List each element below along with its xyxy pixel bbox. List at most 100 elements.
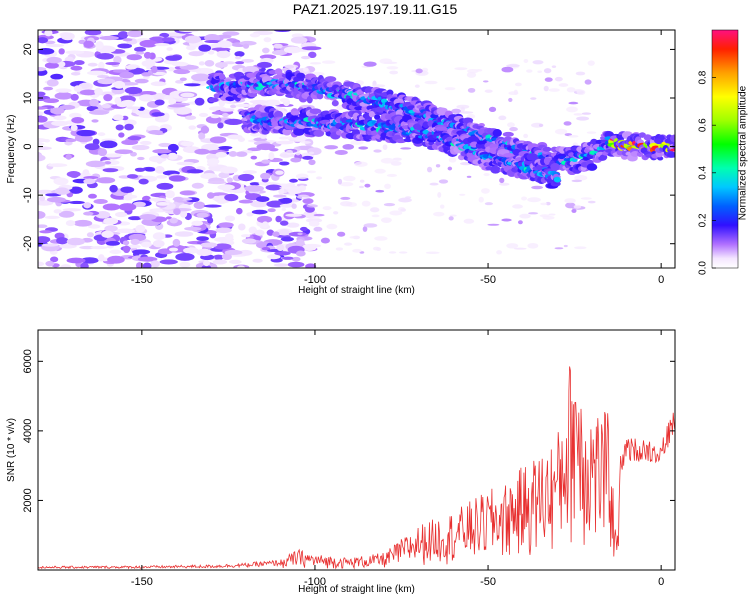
spectrogram-blob bbox=[121, 139, 139, 146]
spectrogram-blob bbox=[126, 54, 143, 61]
spectrogram-blob bbox=[128, 216, 143, 221]
spectrogram-blob bbox=[342, 143, 355, 150]
spectrogram-blob bbox=[135, 224, 146, 233]
spectrogram-blob bbox=[109, 249, 122, 255]
spectrogram-blob bbox=[400, 147, 412, 150]
spectrogram-blob bbox=[165, 190, 175, 199]
ridge-halo bbox=[657, 156, 664, 161]
spectrogram-blob bbox=[46, 56, 62, 64]
spectrogram-blob bbox=[281, 207, 287, 211]
spectrogram-blob bbox=[160, 153, 170, 159]
spectrogram-blob bbox=[586, 131, 597, 134]
spectrogram-blob bbox=[44, 30, 53, 37]
spectrogram-blob bbox=[374, 236, 388, 241]
ridge-halo bbox=[670, 134, 675, 143]
spectrogram-blob bbox=[523, 133, 529, 139]
spectrogram-blob bbox=[126, 174, 139, 179]
colorbar-tick-label: 0.0 bbox=[698, 261, 709, 275]
snr-panel: -150 -100 -50 0 2000 4000 6000 Height of stra… bbox=[6, 329, 676, 595]
spectrogram-blob bbox=[151, 112, 165, 117]
spectrogram-blob bbox=[498, 182, 510, 186]
spectrogram-blob bbox=[38, 153, 43, 161]
spectrogram-blob bbox=[527, 197, 541, 203]
spectrogram-blob bbox=[83, 211, 94, 216]
spectrogram-blob bbox=[487, 223, 500, 226]
spectrogram-blob bbox=[45, 260, 55, 267]
spectrogram-blob bbox=[278, 188, 289, 194]
spectrogram-blob bbox=[297, 232, 303, 236]
spectrogram-blob bbox=[95, 41, 104, 50]
spectrogram-blob bbox=[210, 114, 220, 119]
spectrogram-blob bbox=[107, 255, 125, 264]
spectrogram-blob bbox=[308, 51, 317, 59]
spectrogram-blob bbox=[237, 265, 245, 268]
spectrogram-blob bbox=[574, 175, 588, 181]
spectrogram-blob bbox=[259, 133, 267, 139]
spectrogram-blob bbox=[548, 88, 560, 92]
spectrogram-blob bbox=[242, 170, 257, 174]
spectrogram-blob bbox=[266, 229, 275, 236]
spectrogram-blob bbox=[38, 138, 48, 143]
spectrogram-blob bbox=[112, 114, 124, 121]
spectrogram-blob bbox=[566, 106, 578, 113]
spectrogram-blob bbox=[122, 99, 135, 107]
spectrogram-blob bbox=[104, 161, 112, 165]
spectrogram-blob bbox=[103, 217, 119, 225]
spectrogram-blob bbox=[400, 208, 407, 212]
spectrogram-blob bbox=[66, 171, 81, 178]
spectrogram-blob bbox=[300, 140, 311, 144]
spectrogram-blob bbox=[530, 97, 537, 100]
spectrogram-blob bbox=[238, 199, 253, 204]
spectrogram-blob bbox=[379, 58, 393, 65]
spectrogram-blob bbox=[308, 220, 320, 227]
spectrogram-blob bbox=[138, 178, 149, 185]
spectrogram-blob bbox=[153, 71, 167, 76]
spectrogram-blob bbox=[238, 223, 246, 231]
spectrogram-blob bbox=[241, 59, 254, 63]
ridge-halo bbox=[260, 112, 271, 118]
spectrogram-blob bbox=[254, 229, 265, 236]
spectrogram-blob bbox=[215, 62, 228, 68]
spectrogram-blob bbox=[122, 245, 131, 254]
ridge-halo bbox=[542, 146, 552, 152]
spectrogram-blob bbox=[354, 161, 368, 167]
spectrogram-blob bbox=[142, 262, 152, 268]
snr-series-line bbox=[38, 366, 675, 570]
spectrogram-blob bbox=[114, 211, 128, 218]
spectrogram-blob bbox=[113, 55, 122, 64]
spectrogram-blob bbox=[398, 197, 412, 203]
spectrogram-blob bbox=[97, 78, 116, 85]
spectrogram-blob bbox=[215, 227, 232, 234]
spectrogram-blob bbox=[246, 212, 254, 217]
spectrogram-blob bbox=[204, 40, 222, 44]
spectrogram-blob bbox=[527, 242, 539, 249]
spectrogram-blob bbox=[116, 228, 136, 234]
spectrogram-blob bbox=[41, 243, 59, 247]
spectrogram-blob bbox=[364, 183, 371, 188]
spectrogram-blob bbox=[85, 160, 106, 168]
spectrogram-blob bbox=[213, 243, 232, 250]
ridge-core bbox=[553, 176, 561, 183]
y-tick-label: 0 bbox=[22, 144, 34, 150]
spectrogram-blob bbox=[289, 178, 298, 183]
spectrogram-blob bbox=[308, 151, 315, 155]
spectrogram-blob bbox=[105, 61, 120, 66]
spectrogram-blob bbox=[375, 189, 385, 193]
spectrogram-blob bbox=[466, 175, 472, 178]
ridge-halo bbox=[586, 163, 598, 171]
spectrogram-blob bbox=[47, 163, 68, 168]
spectrogram-blob bbox=[224, 215, 236, 222]
x-tick-label: 0 bbox=[658, 576, 664, 588]
spectrogram-blob bbox=[51, 120, 69, 127]
spectrogram-blob bbox=[59, 104, 76, 110]
spectrogram-blob bbox=[217, 40, 233, 49]
spectrogram-blob bbox=[218, 146, 233, 150]
ridge-halo bbox=[476, 140, 488, 145]
spectrogram-blob bbox=[66, 257, 86, 264]
spectrogram-blob bbox=[152, 232, 166, 241]
colorbar-tick-label: 0.8 bbox=[698, 70, 709, 84]
spectrogram-blob bbox=[363, 223, 378, 228]
spectrogram-blob bbox=[109, 184, 118, 193]
spectrogram-blob bbox=[279, 161, 290, 166]
spectrogram-blob bbox=[514, 82, 522, 87]
